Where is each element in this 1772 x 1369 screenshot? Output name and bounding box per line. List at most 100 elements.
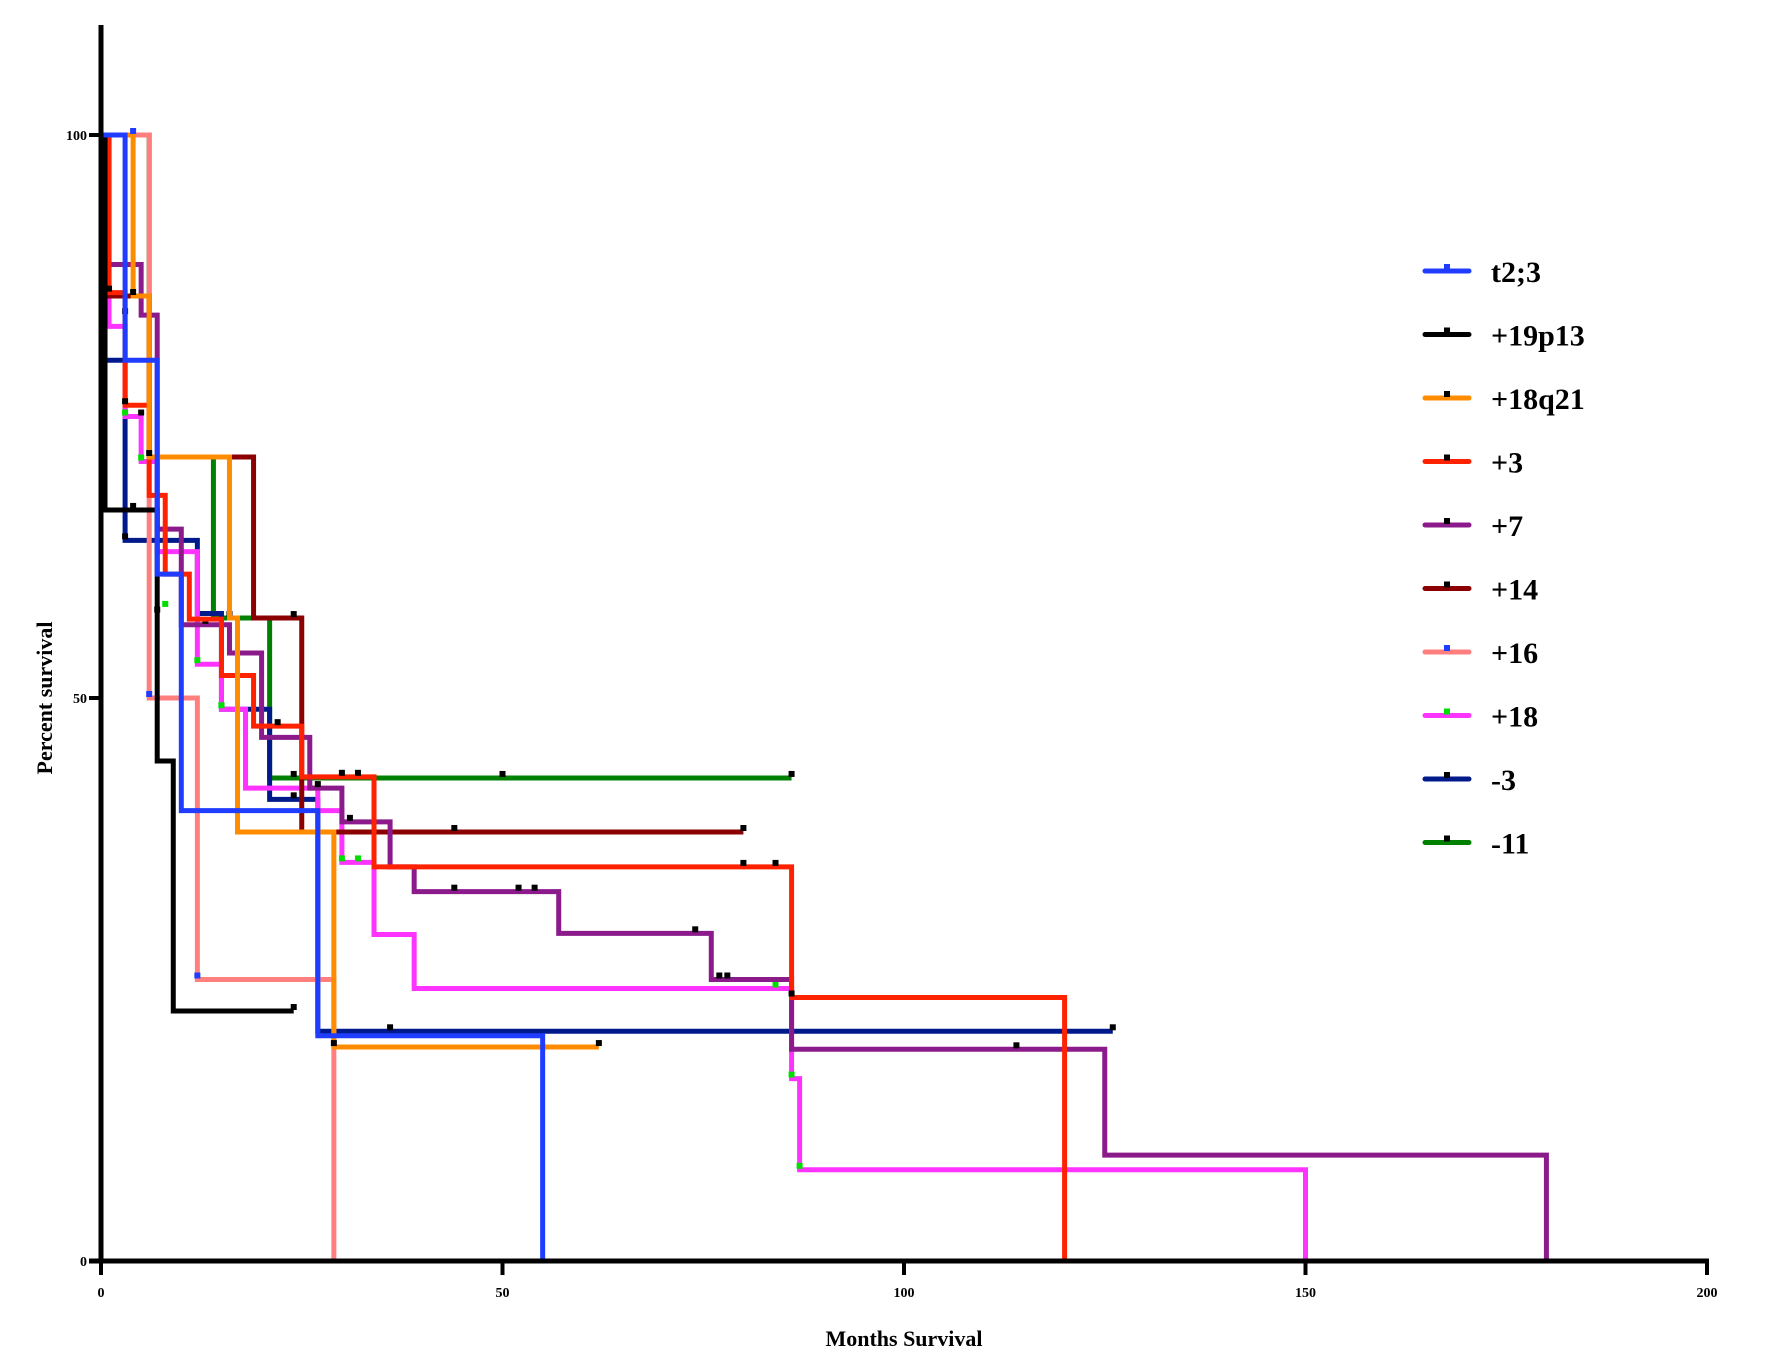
legend-label: +3: [1491, 447, 1523, 480]
series-_18: [101, 132, 1308, 1261]
legend-item: -3: [1422, 764, 1516, 797]
censor-mark: [595, 1040, 602, 1047]
legend-marker: [1444, 645, 1450, 651]
censor-mark: [1109, 1024, 1116, 1031]
censor-mark: [290, 770, 297, 777]
censor-mark: [788, 1071, 795, 1078]
axes-layer: 0 50 100 150 200 0 50 100 Months Survival Perc…: [32, 25, 1718, 1351]
censor-mark: [451, 824, 458, 831]
legend-label: +7: [1491, 510, 1523, 543]
censor-mark: [354, 769, 361, 776]
censor-mark: [772, 859, 779, 866]
censor-mark: [515, 884, 522, 891]
legend-item: +18: [1422, 701, 1538, 734]
legend-label: +16: [1491, 637, 1538, 670]
censor-mark: [796, 1162, 803, 1169]
legend-item: +18q21: [1422, 383, 1585, 416]
x-tick-label: 50: [496, 1286, 510, 1301]
censor-mark: [122, 409, 129, 416]
series-_3: [101, 132, 1068, 1261]
censor-mark: [451, 884, 458, 891]
censor-mark: [740, 859, 747, 866]
censor-mark: [130, 502, 137, 509]
legend-marker: [1444, 708, 1450, 715]
survival-curve: [101, 132, 1549, 1261]
y-ticks: 0 50 100: [66, 129, 101, 1270]
censor-mark: [338, 769, 345, 776]
censor-mark: [162, 600, 169, 607]
legend-label: +14: [1491, 574, 1538, 607]
legend-label: +18q21: [1491, 383, 1585, 416]
legend-label: +18: [1491, 701, 1538, 734]
survival-curve: [101, 132, 294, 1014]
series-_19p13: [101, 132, 297, 1014]
legend-item: +19p13: [1422, 320, 1585, 353]
censor-mark: [194, 972, 201, 979]
legend-item: -11: [1422, 828, 1529, 861]
series-_18q21: [101, 132, 602, 1050]
y-axis-title: Percent survival: [32, 622, 57, 775]
legend-marker: [1444, 518, 1450, 524]
censor-mark: [130, 128, 137, 134]
legend-label: t2;3: [1491, 256, 1541, 289]
censor-mark: [499, 770, 506, 777]
censor-mark: [194, 657, 201, 664]
censor-mark: [290, 611, 297, 618]
censor-mark: [274, 719, 281, 726]
legend-item: +7: [1422, 510, 1523, 543]
legend-marker: [1444, 581, 1450, 588]
series-t2_3: [101, 128, 546, 1261]
censor-mark: [772, 981, 779, 988]
censor-mark: [338, 855, 345, 862]
legend-marker: [1444, 454, 1450, 461]
censor-mark: [724, 972, 731, 979]
survival-curve: [101, 132, 1113, 1034]
censor-mark: [130, 289, 137, 296]
survival-curve: [101, 132, 337, 1261]
censor-mark: [346, 814, 353, 821]
censor-mark: [218, 702, 225, 709]
censor-mark: [788, 770, 795, 777]
series-_16: [101, 132, 337, 1261]
censor-mark: [387, 1024, 394, 1031]
survival-curve: [101, 132, 1068, 1261]
legend-item: +3: [1422, 447, 1523, 480]
legend-label: -11: [1491, 828, 1529, 861]
x-tick-label: 0: [98, 1286, 105, 1301]
censor-mark: [1013, 1042, 1020, 1049]
censor-mark: [354, 855, 361, 862]
censor-mark: [146, 691, 153, 697]
y-tick-label: 0: [80, 1255, 87, 1270]
legend-marker: [1444, 835, 1450, 842]
censor-mark: [122, 533, 129, 540]
legend-marker: [1444, 772, 1450, 778]
legend-item: +14: [1422, 574, 1538, 607]
legend-label: +19p13: [1491, 320, 1585, 353]
censor-mark: [788, 990, 795, 997]
censor-mark: [290, 1004, 297, 1011]
x-ticks: 0 50 100 150 200: [98, 1261, 1718, 1301]
legend-marker: [1444, 264, 1450, 270]
censor-mark: [138, 454, 145, 461]
censor-mark: [106, 285, 113, 292]
survival-curve: [101, 132, 599, 1050]
series-_7: [101, 132, 1549, 1261]
legend-item: +16: [1422, 637, 1538, 670]
censor-mark: [138, 409, 145, 416]
legend-item: t2;3: [1422, 256, 1541, 289]
x-axis-title: Months Survival: [825, 1326, 982, 1351]
censor-mark: [314, 781, 321, 788]
legend-marker: [1444, 327, 1450, 334]
censor-mark: [531, 884, 538, 891]
survival-curve: [101, 132, 1308, 1261]
censor-mark: [692, 926, 699, 933]
survival-curve: [101, 132, 546, 1261]
x-tick-label: 200: [1697, 1286, 1718, 1301]
censor-mark: [146, 450, 153, 457]
legend: t2;3 +19p13 +18q21 +3 +7 +14 +16 +18 -3 -11: [1422, 256, 1585, 861]
censor-mark: [122, 398, 129, 405]
x-tick-label: 150: [1295, 1286, 1316, 1301]
y-tick-label: 100: [66, 129, 87, 144]
censor-mark: [716, 972, 723, 979]
